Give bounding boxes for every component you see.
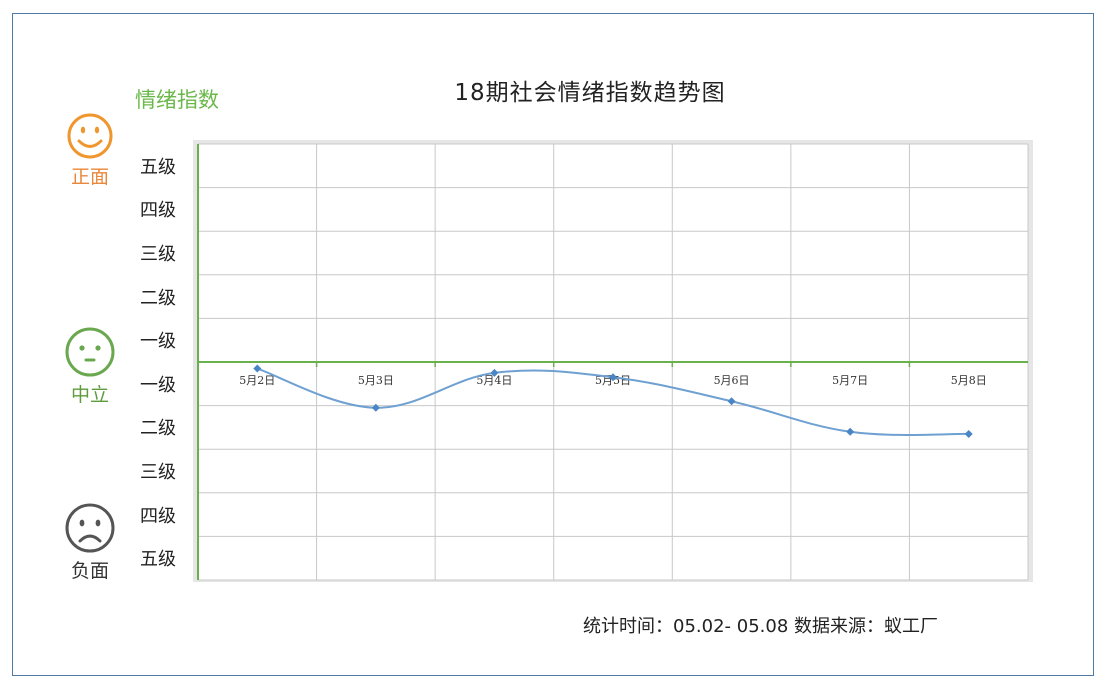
smiley-face-icon xyxy=(67,113,113,159)
y-tick-label: 一级 xyxy=(140,331,176,353)
y-tick-label: 三级 xyxy=(140,244,176,265)
y-tick-label: 一级 xyxy=(140,374,176,396)
x-tick-label: 5月7日 xyxy=(832,374,868,387)
data-point xyxy=(846,427,855,436)
footer-source: 统计时间：05.02- 05.08 数据来源：蚁工厂 xyxy=(583,616,938,637)
chart-title: 18期社会情绪指数趋势图 xyxy=(454,80,726,106)
mood-negative-label: 负面 xyxy=(70,560,109,582)
x-tick-label: 5月8日 xyxy=(951,374,987,387)
mood-positive: 正面 xyxy=(58,112,122,189)
y-tick-label: 四级 xyxy=(140,505,176,527)
mood-positive-label: 正面 xyxy=(70,166,109,188)
data-point xyxy=(727,397,736,406)
mood-neutral-label: 中立 xyxy=(70,384,109,406)
y-tick-label: 二级 xyxy=(140,418,176,440)
x-tick-label: 5月2日 xyxy=(239,374,275,387)
mood-negative: 负面 xyxy=(58,502,122,583)
data-point xyxy=(253,364,262,373)
x-tick-label: 5月4日 xyxy=(476,374,512,387)
data-point xyxy=(609,373,617,382)
data-point xyxy=(371,403,380,412)
sad-face-icon xyxy=(65,503,115,553)
data-point xyxy=(964,429,973,438)
mood-neutral: 中立 xyxy=(58,326,122,407)
y-tick-label: 五级 xyxy=(140,549,176,571)
neutral-face-icon xyxy=(65,327,115,377)
y-tick-label: 三级 xyxy=(140,462,176,483)
y-tick-label: 五级 xyxy=(140,156,176,178)
y-axis-title: 情绪指数 xyxy=(135,88,219,112)
data-point xyxy=(490,368,499,377)
y-tick-label: 四级 xyxy=(140,200,176,222)
x-tick-label: 5月3日 xyxy=(358,374,394,387)
x-tick-label: 5月6日 xyxy=(714,374,750,387)
y-tick-label: 二级 xyxy=(140,287,176,309)
